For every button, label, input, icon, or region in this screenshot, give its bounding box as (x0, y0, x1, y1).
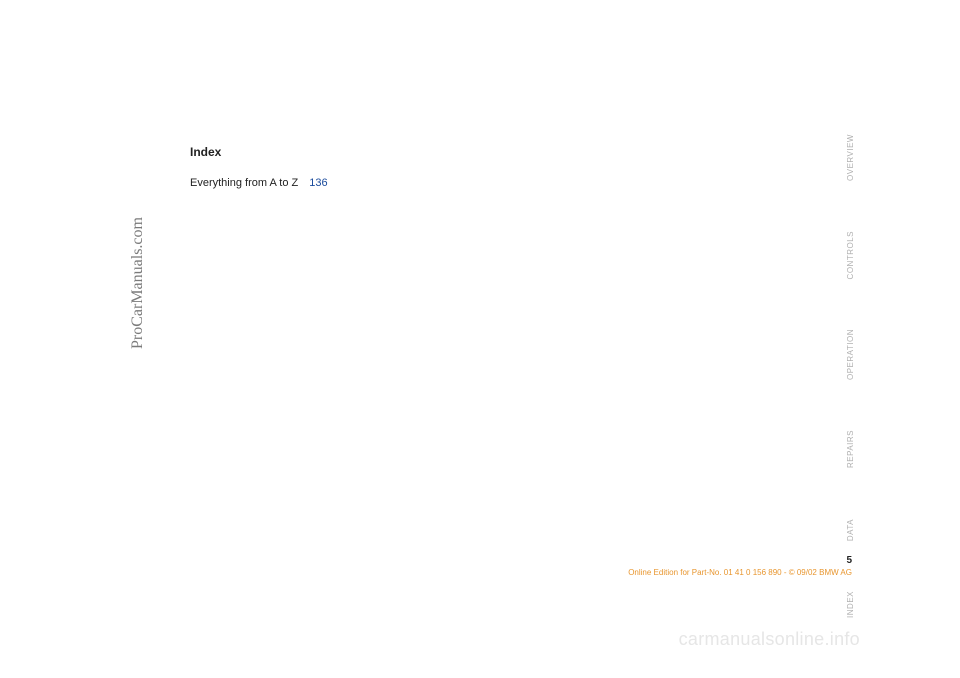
bottom-watermark: carmanualsonline.info (679, 629, 860, 650)
tab-data[interactable]: DATA (846, 505, 855, 555)
tab-operation[interactable]: OPERATION (846, 315, 855, 394)
footer-text: Online Edition for Part-No. 01 41 0 156 … (628, 568, 852, 577)
index-entry: Everything from A to Z 136 (190, 177, 328, 189)
tab-overview[interactable]: OVERVIEW (846, 120, 855, 195)
left-watermark: ProCarManuals.com (129, 217, 147, 349)
tab-controls[interactable]: CONTROLS (846, 217, 855, 293)
page-content: Index Everything from A to Z 136 (190, 145, 328, 189)
tab-index[interactable]: INDEX (846, 577, 855, 632)
page-number: 5 (846, 555, 852, 566)
tab-repairs[interactable]: REPAIRS (846, 416, 855, 482)
index-heading: Index (190, 145, 328, 159)
index-entry-page-ref[interactable]: 136 (309, 177, 327, 189)
index-entry-label: Everything from A to Z (190, 177, 298, 189)
